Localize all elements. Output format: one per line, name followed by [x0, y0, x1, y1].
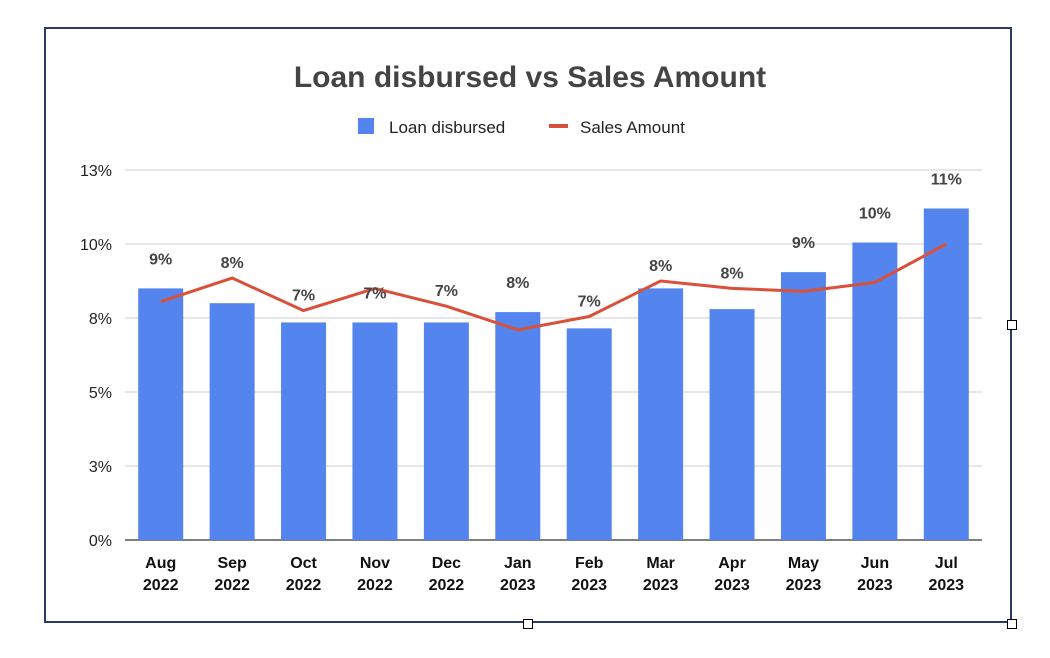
legend-swatch-loan: [358, 118, 374, 134]
y-tick-label: 0%: [89, 533, 112, 550]
x-tick-label-year: 2023: [500, 577, 536, 594]
data-label: 8%: [649, 258, 672, 275]
resize-handle-right[interactable]: [1007, 320, 1017, 330]
x-tick-label-month: Jun: [861, 555, 889, 572]
bars: [138, 208, 969, 541]
data-label: 10%: [859, 206, 891, 223]
sales-line: [160, 242, 948, 332]
x-tick-label-year: 2022: [286, 577, 322, 594]
legend-swatch-sales: [549, 124, 568, 128]
data-label: 8%: [720, 265, 743, 282]
bar-loan-disbursed: [138, 288, 184, 540]
bar-loan-disbursed: [780, 272, 826, 540]
x-tick-label-month: Jul: [935, 555, 958, 572]
data-label: 8%: [221, 255, 244, 272]
x-tick-label-year: 2023: [928, 577, 964, 594]
data-label: 7%: [435, 283, 458, 300]
legend-label-loan: Loan disbursed: [389, 118, 505, 137]
data-labels: 9% 8% 7% 7% 7% 8% 7% 8% 8% 9% 10% 11%: [149, 171, 962, 310]
data-label: 9%: [792, 235, 815, 252]
x-tick-label-year: 2023: [643, 577, 679, 594]
bar-loan-disbursed: [923, 208, 969, 541]
bar-loan-disbursed: [281, 322, 327, 540]
y-tick-label: 8%: [89, 311, 112, 328]
y-tick-label: 13%: [80, 163, 112, 180]
x-tick-label-month: Feb: [575, 555, 604, 572]
sales-amount-line: [160, 242, 948, 332]
x-tick-label-year: 2023: [786, 577, 822, 594]
y-tick-label: 3%: [89, 459, 112, 476]
gridlines: [125, 169, 982, 541]
x-tick-label-month: Mar: [646, 555, 674, 572]
x-tick-label-month: Aug: [145, 555, 176, 572]
data-label: 7%: [363, 285, 386, 302]
y-tick-label: 5%: [89, 385, 112, 402]
x-tick-label-month: Oct: [290, 555, 317, 572]
data-label: 8%: [506, 275, 529, 292]
x-tick-label-month: Sep: [217, 555, 247, 572]
data-label: 7%: [578, 294, 601, 311]
x-tick-label-year: 2022: [214, 577, 250, 594]
y-tick-label: 10%: [80, 237, 112, 254]
chart-title: Loan disbursed vs Sales Amount: [294, 61, 766, 94]
bar-loan-disbursed: [852, 242, 898, 540]
data-label: 7%: [292, 288, 315, 305]
bar-loan-disbursed: [709, 309, 755, 540]
x-axis: Aug 2022 Sep 2022 Oct 2022 Nov 2022 Dec 2022 Jan 20…: [143, 555, 964, 594]
x-tick-label-month: Apr: [718, 555, 746, 572]
legend-label-sales: Sales Amount: [580, 118, 685, 137]
bar-loan-disbursed: [352, 322, 398, 540]
legend: Loan disbursed Sales Amount: [358, 118, 685, 137]
bar-loan-disbursed: [209, 303, 255, 540]
x-tick-label-year: 2023: [571, 577, 607, 594]
x-tick-label-month: Jan: [504, 555, 532, 572]
x-tick-label-month: Dec: [432, 555, 461, 572]
bar-loan-disbursed: [495, 312, 541, 540]
bar-loan-disbursed: [638, 288, 684, 540]
x-tick-label-year: 2022: [357, 577, 393, 594]
bar-loan-disbursed: [566, 328, 612, 540]
data-label: 9%: [149, 251, 172, 268]
x-tick-label-year: 2023: [857, 577, 893, 594]
y-axis: 0% 3% 5% 8% 10% 13%: [80, 163, 112, 550]
resize-handle-bottom[interactable]: [523, 619, 533, 629]
bar-loan-disbursed: [423, 322, 469, 540]
x-tick-label-year: 2023: [714, 577, 750, 594]
resize-handle-corner[interactable]: [1007, 619, 1017, 629]
x-tick-label-year: 2022: [143, 577, 179, 594]
data-label: 11%: [931, 171, 962, 188]
x-tick-label-year: 2022: [429, 577, 465, 594]
x-tick-label-month: Nov: [360, 555, 390, 572]
x-tick-label-month: May: [788, 555, 819, 572]
